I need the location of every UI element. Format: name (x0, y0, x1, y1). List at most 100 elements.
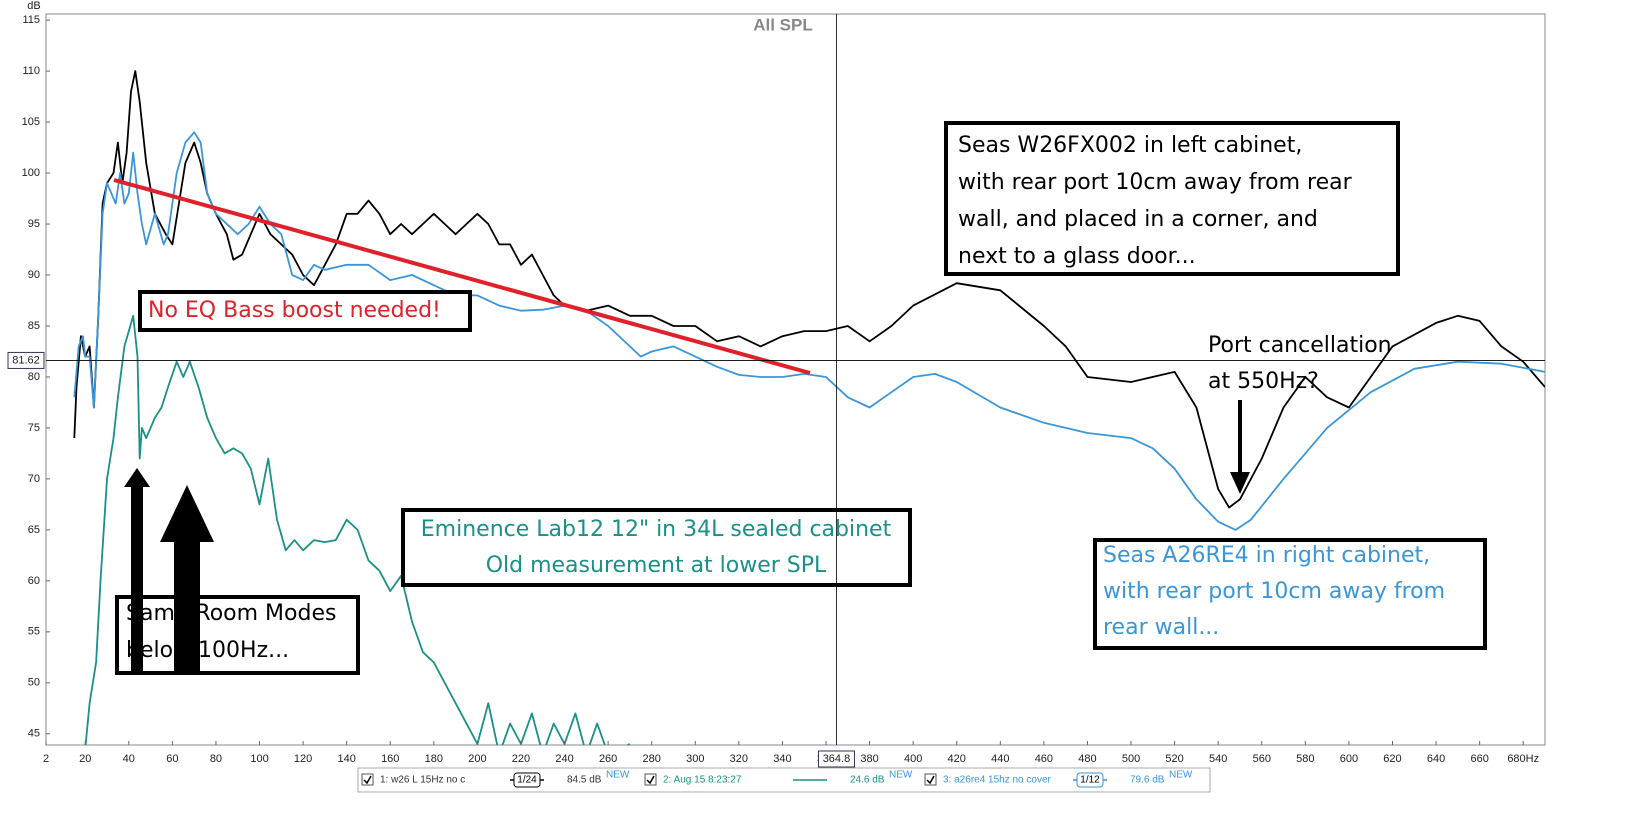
legend-checkbox (924, 773, 937, 786)
x-tick-label: 240 (555, 753, 573, 765)
annotation-text: wall, and placed in a corner, and (958, 207, 1318, 232)
x-tick-label: 580 (1296, 753, 1314, 765)
annotation-text: Old measurement at lower SPL (486, 553, 827, 578)
x-tick-label: 320 (730, 753, 748, 765)
legend-check (646, 775, 655, 785)
x-tick-label: 460 (1035, 753, 1053, 765)
x-tick-label: 2 (43, 753, 49, 765)
legend-smoothing: 1/12 (1080, 775, 1100, 786)
y-tick-label: 105 (22, 116, 40, 128)
y-tick-label: 60 (28, 575, 40, 587)
y-tick-label: 55 (28, 626, 40, 638)
annotation-box (115, 595, 360, 675)
legend (357, 767, 1211, 793)
y-tick-label: 50 (28, 677, 40, 689)
x-tick-label: 640 (1427, 753, 1445, 765)
legend-smoothing-box (1076, 772, 1104, 788)
annotation-text: next to a glass door... (958, 244, 1196, 269)
y-tick-label: 80 (28, 371, 40, 383)
arrow-head (124, 468, 150, 487)
series-line (73, 70, 1545, 509)
legend-smoothing: 1/24 (517, 775, 537, 786)
legend-smoothing-box (513, 772, 541, 788)
legend-check (926, 775, 935, 785)
x-tick-label: 100 (250, 753, 268, 765)
x-tick-label: 380 (860, 753, 878, 765)
legend-name: 1: w26 L 15Hz no c (380, 775, 465, 786)
x-tick-label: 260 (599, 753, 617, 765)
x-tick-label: 680Hz (1507, 753, 1539, 765)
arrow-head (1230, 472, 1250, 494)
legend-level: 79.6 dB (1130, 775, 1165, 786)
annotation-box (1093, 538, 1487, 650)
x-tick-label: 540 (1209, 753, 1227, 765)
arrows (124, 400, 1250, 675)
x-tick-label: 200 (468, 753, 486, 765)
annotation-text: with rear port 10cm away from (1103, 579, 1445, 604)
y-tick-label: 95 (28, 218, 40, 230)
annotation-text: with rear port 10cm away from rear (958, 170, 1353, 195)
x-tick-label: 440 (991, 753, 1009, 765)
annotation-text: Eminence Lab12 12" in 34L sealed cabinet (421, 517, 892, 542)
legend-level: 84.5 dB (567, 775, 602, 786)
x-tick-label: 280 (643, 753, 661, 765)
x-tick-label: 660 (1470, 753, 1488, 765)
x-tick-label: 80 (210, 753, 222, 765)
y-tick-label: 115 (22, 14, 40, 26)
cursor-y-label: 81.62 (12, 354, 40, 366)
x-tick-label: 220 (512, 753, 530, 765)
annotation-box (138, 290, 472, 332)
annotation-text: Port cancellation (1208, 333, 1392, 358)
x-tick-label: 340 (773, 753, 791, 765)
arrow-shaft (131, 485, 143, 675)
annotation-text: Same Room Modes (126, 601, 336, 626)
x-tick-label: 160 (381, 753, 399, 765)
x-tick-label: 60 (166, 753, 178, 765)
legend-checkbox (361, 773, 374, 786)
y-tick-label: 45 (28, 728, 40, 740)
annotation-text: No EQ Bass boost needed! (148, 298, 441, 323)
y-tick-label: 90 (28, 269, 40, 281)
legend-tag: NEW (606, 770, 630, 781)
x-tick-label: 500 (1122, 753, 1140, 765)
trend-line (113, 178, 811, 375)
y-tick-label: 110 (22, 65, 40, 77)
x-tick-label: 180 (425, 753, 443, 765)
legend-name: 3: a26re4 15hz no cover (943, 775, 1052, 786)
chart-title: All SPL (753, 15, 813, 34)
cursor-x-label: 364.8 (823, 753, 851, 765)
x-tick-label: 120 (294, 753, 312, 765)
annotation-text: below 100Hz... (126, 638, 289, 663)
legend-check (363, 775, 372, 785)
series-line (84, 314, 631, 745)
y-tick-label: 70 (28, 473, 40, 485)
arrow-head (160, 485, 214, 542)
x-tick-label: 420 (948, 753, 966, 765)
y-axis-label: dB (27, 0, 40, 12)
annotation-text: rear wall... (1103, 615, 1219, 640)
annotation-text: at 550Hz? (1208, 369, 1319, 394)
legend-tag: NEW (1169, 770, 1193, 781)
legend-name: 2: Aug 15 8:23:27 (663, 775, 742, 786)
x-tick-label: 20 (79, 753, 91, 765)
cursor-box (817, 750, 855, 768)
x-tick-label: 40 (123, 753, 135, 765)
x-tick-label: 560 (1253, 753, 1271, 765)
annotation-box (401, 508, 912, 587)
x-tick-label: 620 (1383, 753, 1401, 765)
y-tick-label: 65 (28, 524, 40, 536)
legend-checkbox (644, 773, 657, 786)
x-tick-label: 400 (904, 753, 922, 765)
annotation-text: Seas W26FX002 in left cabinet, (958, 133, 1302, 158)
cursor-box (7, 351, 45, 369)
y-tick-label: 100 (22, 167, 40, 179)
arrow-shaft (1238, 400, 1242, 475)
x-tick-label: 480 (1078, 753, 1096, 765)
arrow-shaft (174, 540, 200, 675)
x-tick-label: 600 (1340, 753, 1358, 765)
y-tick-label: 85 (28, 320, 40, 332)
x-tick-label: 520 (1165, 753, 1183, 765)
annotation-text: Seas A26RE4 in right cabinet, (1103, 543, 1430, 568)
x-tick-label: 300 (686, 753, 704, 765)
